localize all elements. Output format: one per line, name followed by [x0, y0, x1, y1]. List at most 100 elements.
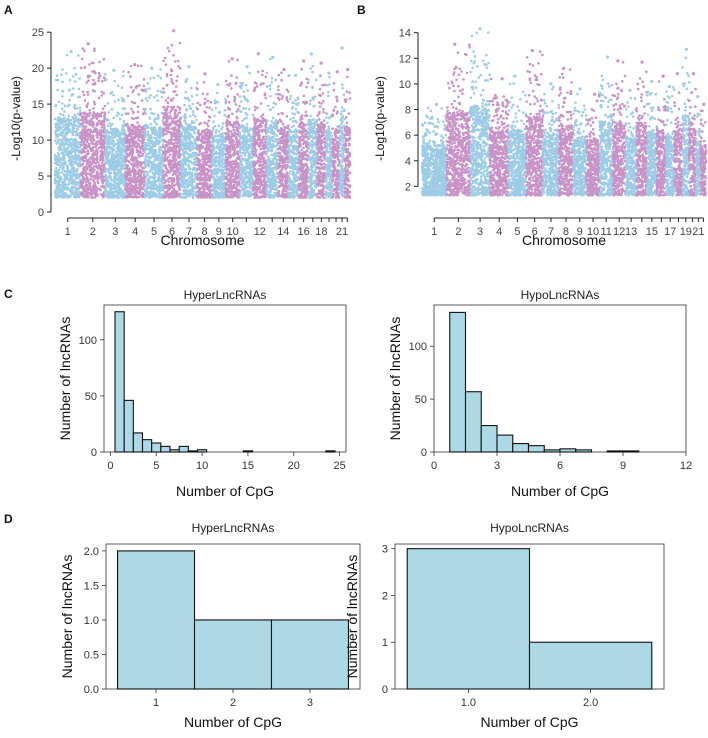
data-point: [131, 90, 134, 94]
data-point: [158, 195, 161, 199]
data-point: [195, 118, 198, 122]
data-point: [194, 142, 198, 145]
data-point: [166, 192, 170, 196]
data-point: [225, 152, 228, 156]
data-point: [172, 194, 175, 197]
data-point: [71, 157, 74, 160]
data-point: [94, 113, 97, 116]
data-point: [93, 190, 97, 193]
data-point: [75, 158, 79, 161]
data-point: [54, 190, 58, 194]
data-point: [89, 147, 92, 151]
data-point: [83, 127, 87, 130]
peak-point: [187, 65, 191, 69]
data-point: [65, 123, 68, 127]
data-point: [92, 138, 96, 142]
data-point: [142, 138, 146, 141]
data-point: [114, 142, 118, 146]
data-point: [95, 172, 99, 176]
data-point: [244, 107, 247, 110]
data-point: [73, 122, 76, 126]
data-point: [140, 176, 144, 179]
data-point: [102, 120, 106, 124]
data-point: [175, 176, 179, 180]
data-point: [75, 133, 79, 137]
data-point: [103, 112, 107, 116]
data-point: [236, 174, 240, 178]
data-point: [107, 130, 110, 134]
data-point: [122, 183, 125, 186]
data-point: [152, 130, 155, 133]
data-point: [230, 163, 234, 166]
data-point: [101, 107, 105, 110]
data-point: [62, 147, 66, 150]
data-point: [228, 141, 232, 145]
data-point: [162, 133, 166, 136]
data-point: [118, 139, 122, 142]
data-point: [184, 122, 188, 125]
data-point: [71, 131, 75, 134]
data-point: [218, 134, 221, 138]
data-point: [166, 155, 170, 159]
data-point: [84, 121, 87, 124]
data-point: [102, 167, 106, 170]
data-point: [193, 173, 197, 176]
data-point: [214, 131, 218, 134]
data-point: [179, 146, 183, 149]
data-point: [125, 196, 129, 199]
data-point: [214, 172, 217, 175]
peak-point: [172, 29, 176, 33]
data-point: [151, 176, 154, 179]
data-point: [114, 135, 117, 139]
data-point: [107, 179, 110, 182]
data-point: [193, 160, 196, 164]
data-point: [185, 107, 189, 111]
data-point: [109, 171, 113, 175]
data-point: [197, 186, 201, 190]
data-point: [205, 106, 208, 109]
data-point: [106, 184, 109, 188]
data-point: [144, 112, 148, 115]
data-point: [213, 164, 216, 167]
data-point: [76, 144, 79, 148]
data-point: [164, 194, 168, 198]
data-point: [186, 157, 189, 160]
data-point: [228, 187, 231, 190]
data-point: [112, 143, 116, 147]
data-point: [73, 103, 77, 107]
data-point: [213, 168, 217, 171]
data-point: [198, 182, 202, 186]
data-point: [71, 92, 75, 96]
data-point: [88, 128, 92, 132]
data-point: [85, 184, 88, 187]
data-point: [168, 185, 172, 189]
data-point: [58, 180, 61, 183]
data-point: [92, 111, 95, 114]
data-point: [68, 195, 71, 199]
data-point: [161, 189, 165, 192]
data-point: [99, 135, 103, 138]
data-point: [85, 165, 88, 168]
data-point: [172, 153, 176, 156]
data-point: [139, 173, 142, 177]
data-point: [71, 173, 75, 177]
data-point: [188, 114, 192, 118]
data-point: [65, 174, 68, 177]
data-point: [61, 134, 64, 137]
data-point: [134, 181, 138, 185]
data-point: [122, 98, 125, 101]
data-point: [125, 165, 128, 168]
data-point: [179, 192, 183, 196]
data-point: [140, 99, 144, 102]
data-point: [138, 139, 142, 143]
data-point: [102, 151, 105, 154]
data-point: [58, 194, 61, 197]
data-point: [63, 181, 66, 184]
data-point: [76, 172, 79, 176]
data-point: [100, 146, 104, 150]
data-point: [63, 160, 67, 163]
data-point: [91, 196, 94, 199]
data-point: [73, 190, 77, 193]
data-point: [80, 115, 84, 119]
data-point: [189, 140, 192, 143]
